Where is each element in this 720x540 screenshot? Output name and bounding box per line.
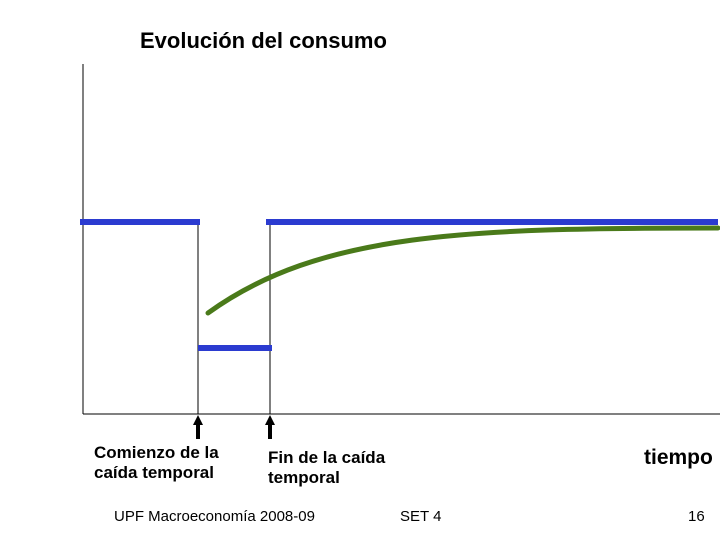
arrow-start — [193, 415, 203, 439]
green-recovery-curve — [208, 228, 718, 313]
start-drop-label: Comienzo de la caída temporal — [94, 443, 219, 482]
end-drop-label-line2: temporal — [268, 468, 340, 487]
x-axis-title: tiempo — [644, 446, 713, 470]
footer-page: 16 — [688, 508, 705, 525]
arrow-end — [265, 415, 275, 439]
start-drop-label-line1: Comienzo de la — [94, 443, 219, 462]
chart-title: Evolución del consumo — [140, 28, 387, 54]
footer-set: SET 4 — [400, 508, 441, 525]
end-drop-label: Fin de la caída temporal — [268, 448, 385, 487]
end-drop-label-line1: Fin de la caída — [268, 448, 385, 467]
footer-course: UPF Macroeconomía 2008-09 — [114, 508, 315, 525]
start-drop-label-line2: caída temporal — [94, 463, 214, 482]
